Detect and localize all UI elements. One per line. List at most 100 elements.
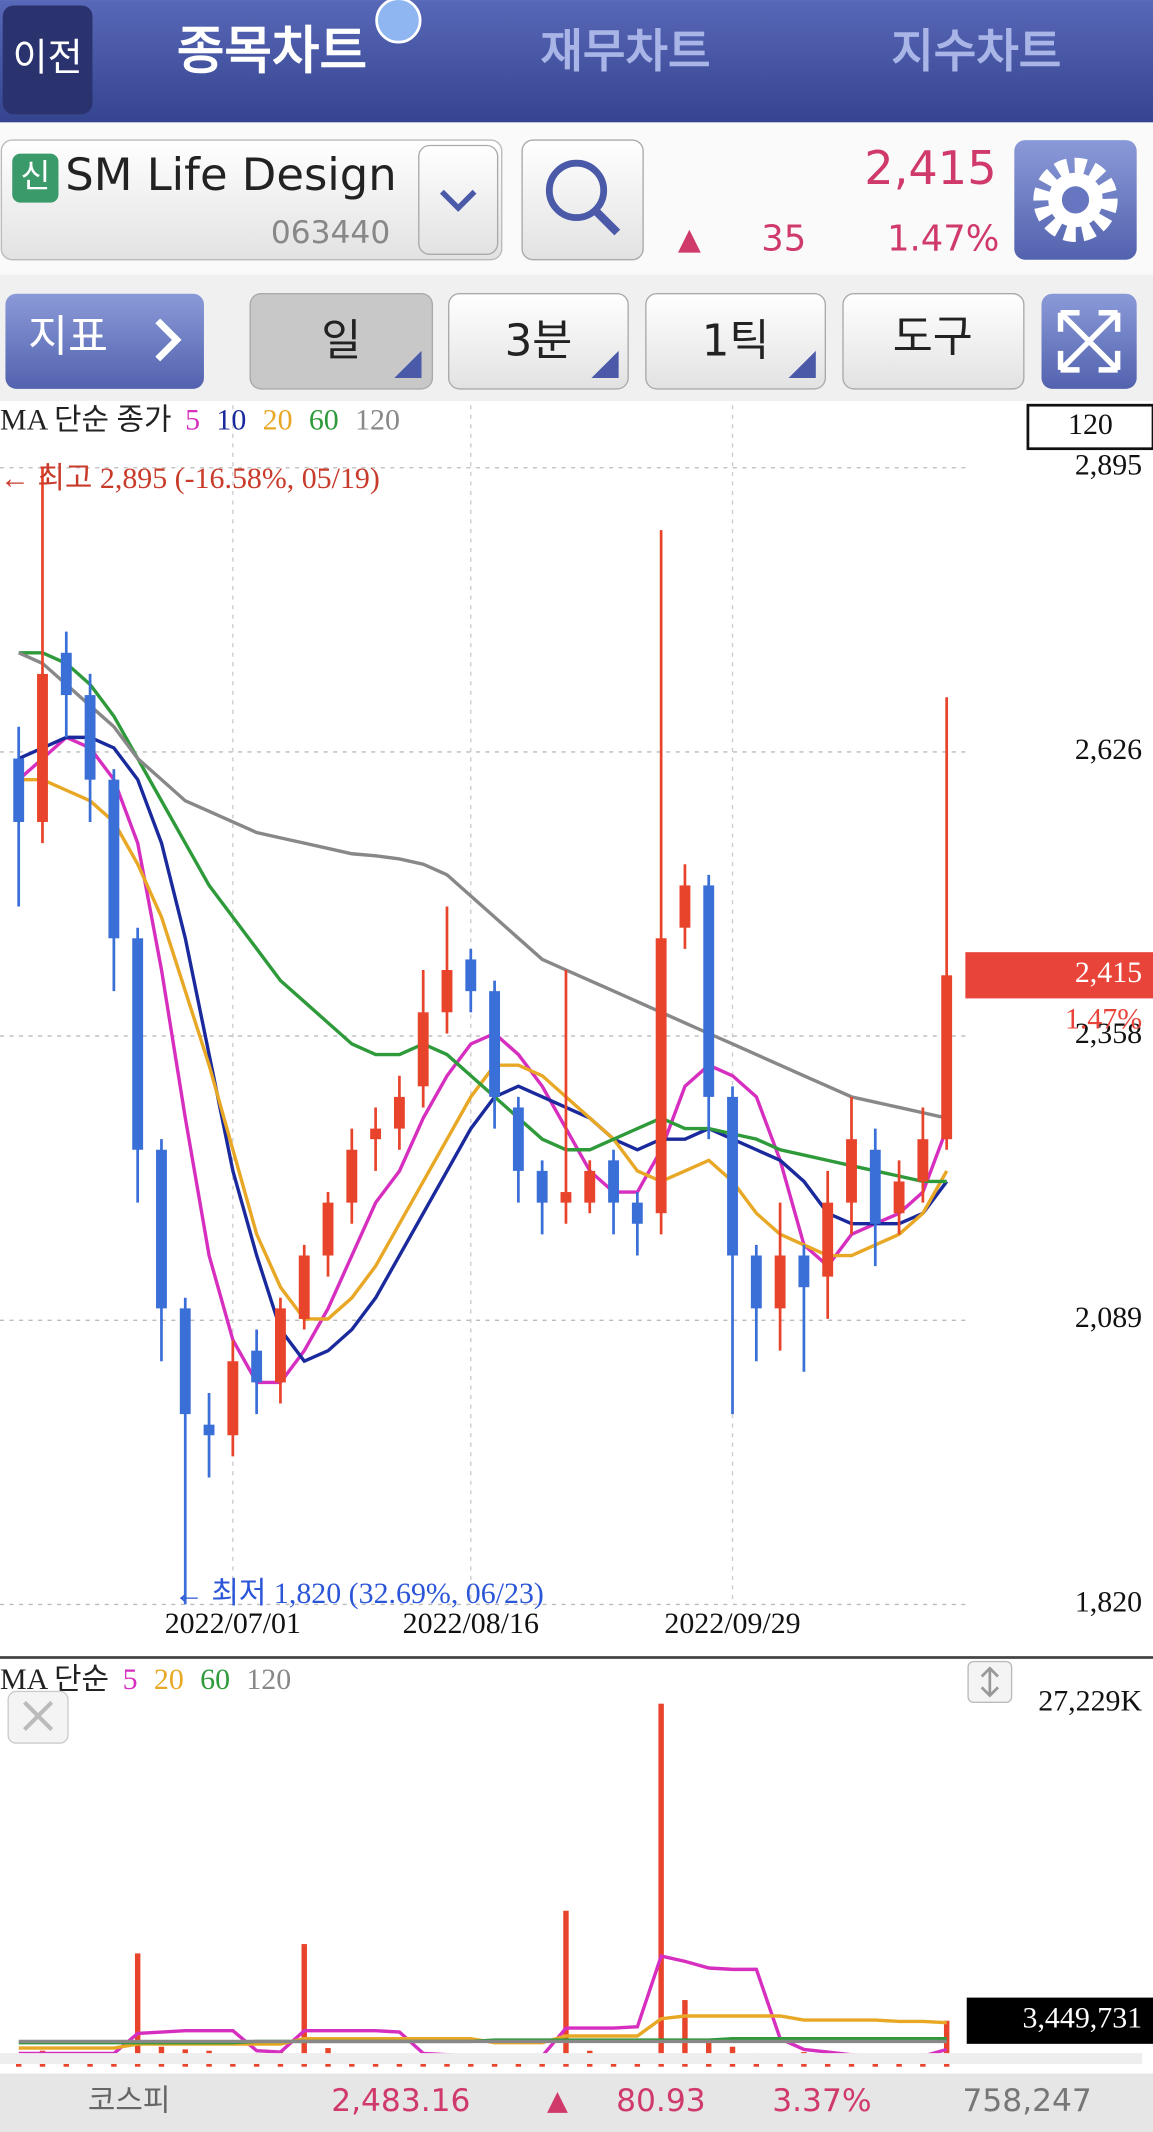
stock-box[interactable] bbox=[0, 139, 503, 261]
dropdown-button[interactable] bbox=[418, 144, 499, 255]
y-tick-label: 2,358 bbox=[1075, 1017, 1142, 1050]
candle-body bbox=[727, 1096, 738, 1256]
ma-line bbox=[18, 651, 948, 1120]
candle-body bbox=[298, 1255, 310, 1319]
candle-body bbox=[774, 1255, 786, 1309]
candle-body bbox=[560, 1192, 572, 1203]
candle-body bbox=[393, 1096, 405, 1129]
period-label[interactable]: 1틱 bbox=[702, 317, 770, 367]
period-label[interactable]: 3분 bbox=[505, 317, 573, 367]
candle-body bbox=[893, 1181, 905, 1214]
candle-body bbox=[132, 938, 144, 1150]
candle-body bbox=[536, 1170, 548, 1203]
stock-name: SM Life Design bbox=[65, 148, 396, 201]
price: 2,415 bbox=[864, 141, 996, 195]
legend-item: 20 bbox=[263, 404, 293, 437]
volume-bar bbox=[658, 1703, 664, 2067]
period-box-label: 120 bbox=[1068, 408, 1113, 441]
candle-body bbox=[703, 885, 715, 1097]
index-volume: 758,247 bbox=[963, 2083, 1092, 2119]
volume-tag-label: 3,449,731 bbox=[1022, 2002, 1142, 2035]
tools-button[interactable] bbox=[842, 293, 1025, 390]
back-button[interactable] bbox=[2, 5, 93, 115]
change-tag-label: 1.47% bbox=[1065, 1002, 1142, 1035]
candle-body bbox=[846, 1139, 857, 1203]
y-tick-label: 2,895 bbox=[1075, 449, 1142, 482]
period-label[interactable]: 일 bbox=[321, 317, 361, 367]
tab-badge bbox=[375, 0, 422, 44]
resize-icon bbox=[980, 1666, 999, 1698]
volume-bar bbox=[134, 1953, 141, 2067]
volume-bar bbox=[943, 2020, 950, 2067]
candle-body bbox=[322, 1202, 334, 1256]
period-box bbox=[1026, 403, 1153, 451]
candle-body bbox=[441, 970, 453, 1013]
candle-body bbox=[84, 695, 96, 780]
candle-body bbox=[465, 959, 477, 992]
indicator-label[interactable]: 지표 bbox=[28, 312, 108, 362]
scrollbar bbox=[0, 2053, 1143, 2064]
back-label[interactable]: 이전 bbox=[13, 35, 83, 79]
corner-mark bbox=[788, 350, 816, 379]
legend-item: 5 bbox=[123, 1663, 138, 1696]
price-tag-label: 2,415 bbox=[1075, 956, 1142, 989]
candle-body bbox=[227, 1361, 239, 1436]
period-button[interactable] bbox=[645, 293, 826, 390]
expand-icon bbox=[1057, 310, 1121, 373]
candle-body bbox=[750, 1255, 762, 1309]
y-tick-label: 2,089 bbox=[1075, 1301, 1142, 1334]
index-arrow: ▲ bbox=[547, 2086, 568, 2117]
candle-body bbox=[346, 1149, 358, 1203]
high-annotation: ← 최고 2,895 (-16.58%, 05/19) bbox=[0, 462, 380, 495]
index-name: 코스피 bbox=[88, 2084, 171, 2119]
corner-mark bbox=[591, 350, 619, 379]
candle-body bbox=[584, 1170, 596, 1203]
low-annotation: ← 최저 1,820 (32.69%, 06/23) bbox=[174, 1577, 544, 1610]
candle-body bbox=[512, 1107, 524, 1171]
candle-body bbox=[917, 1139, 929, 1182]
x-tick-label: 2022/07/01 bbox=[165, 1607, 301, 1640]
period-button[interactable] bbox=[448, 293, 629, 390]
volume-tag bbox=[966, 1997, 1153, 2044]
candle-body bbox=[608, 1160, 619, 1203]
chevron bbox=[439, 189, 477, 212]
gear-teeth bbox=[1033, 157, 1118, 243]
tab[interactable]: 재무차트 bbox=[540, 24, 710, 78]
header-bar bbox=[0, 0, 1153, 123]
legend-item: 10 bbox=[216, 404, 246, 437]
search-icon-handle bbox=[592, 207, 621, 236]
candle-body bbox=[655, 938, 667, 1214]
tab-active[interactable]: 종목차트 bbox=[177, 21, 367, 81]
candle-body bbox=[251, 1350, 263, 1383]
tab[interactable]: 지수차트 bbox=[891, 24, 1061, 78]
tools-label[interactable]: 도구 bbox=[893, 312, 973, 362]
legend-item: 5 bbox=[185, 404, 200, 437]
x-tick-label: 2022/08/16 bbox=[403, 1607, 539, 1640]
volume-bar bbox=[682, 2000, 688, 2067]
y-tick-label: 27,229K bbox=[1038, 1685, 1142, 1718]
index-change: 80.93 bbox=[616, 2083, 706, 2119]
candle-body bbox=[417, 1012, 429, 1087]
stock-code: 063440 bbox=[271, 215, 390, 251]
candle-body bbox=[869, 1149, 881, 1224]
change-rate: 1.47% bbox=[887, 219, 999, 260]
corner-mark bbox=[394, 350, 422, 379]
indicator-arrow bbox=[155, 318, 182, 362]
indicator-button[interactable] bbox=[5, 293, 204, 389]
legend-item: 120 bbox=[355, 404, 400, 437]
chart-area: 1,820 2,089 2,358 2,626 2,895 2022/07/01 2022/… bbox=[0, 404, 1153, 2067]
ma-line bbox=[18, 735, 949, 1364]
legend-title: MA 단순 종가 bbox=[0, 404, 172, 437]
legend-title: MA 단순 bbox=[0, 1663, 109, 1696]
gear-hole bbox=[1061, 186, 1090, 214]
price-tag bbox=[965, 952, 1153, 999]
badge bbox=[12, 153, 59, 203]
candle-body bbox=[60, 652, 72, 696]
legend-item: 60 bbox=[309, 404, 339, 437]
period-button[interactable] bbox=[249, 293, 434, 390]
search-button[interactable] bbox=[521, 139, 644, 261]
y-tick-label: 2,626 bbox=[1075, 733, 1142, 766]
legend-item: 20 bbox=[154, 1663, 184, 1696]
candle-body bbox=[274, 1308, 286, 1383]
